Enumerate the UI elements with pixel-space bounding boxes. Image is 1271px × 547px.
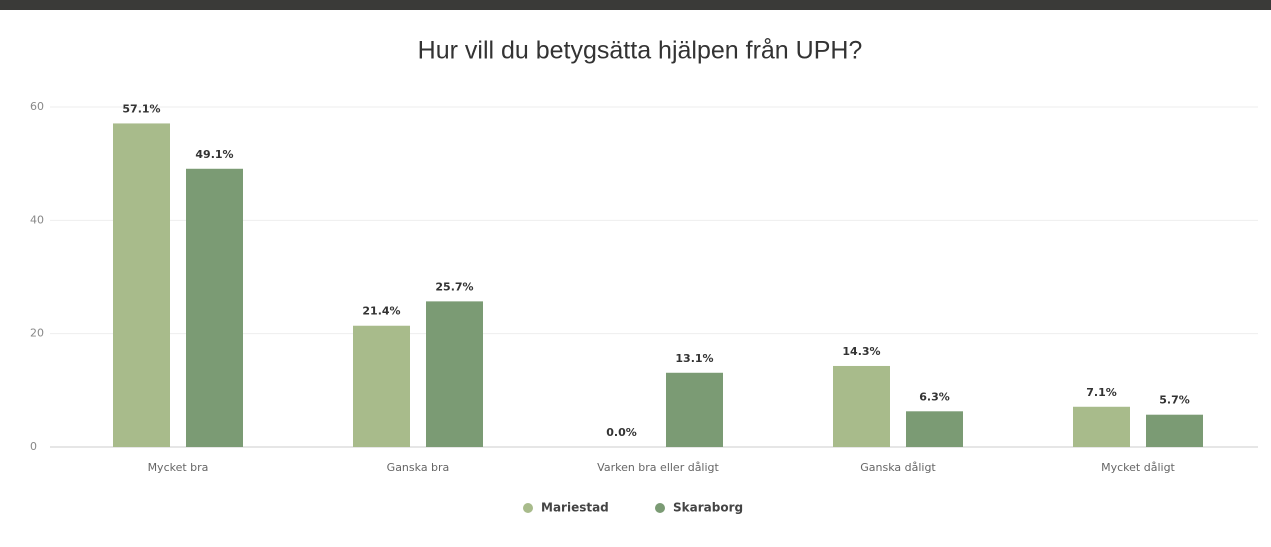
value-label: 6.3% bbox=[919, 390, 950, 403]
chart: Hur vill du betygsätta hjälpen från UPH?… bbox=[0, 0, 1271, 547]
bar bbox=[186, 169, 243, 447]
value-label: 5.7% bbox=[1159, 394, 1190, 407]
y-tick-label: 0 bbox=[30, 440, 37, 453]
legend-marker bbox=[655, 503, 665, 513]
x-tick-label: Ganska bra bbox=[387, 461, 450, 474]
bar bbox=[1073, 407, 1130, 447]
bar bbox=[833, 366, 890, 447]
y-tick-label: 20 bbox=[30, 327, 44, 340]
bar bbox=[426, 301, 483, 447]
x-tick-label: Ganska dåligt bbox=[860, 461, 936, 474]
chart-title: Hur vill du betygsätta hjälpen från UPH? bbox=[418, 37, 863, 65]
x-tick-label: Mycket dåligt bbox=[1101, 461, 1175, 474]
x-tick-label: Mycket bra bbox=[148, 461, 209, 474]
bar bbox=[113, 123, 170, 447]
legend-marker bbox=[523, 503, 533, 513]
y-tick-label: 60 bbox=[30, 100, 44, 113]
value-label: 13.1% bbox=[675, 352, 713, 365]
legend-label: Skaraborg bbox=[673, 501, 743, 515]
bar bbox=[666, 373, 723, 447]
value-label: 25.7% bbox=[435, 280, 473, 293]
value-label: 7.1% bbox=[1086, 386, 1117, 399]
legend-label: Mariestad bbox=[541, 501, 609, 515]
y-tick-label: 40 bbox=[30, 213, 44, 226]
value-label: 14.3% bbox=[842, 345, 880, 358]
bar bbox=[906, 411, 963, 447]
value-label: 21.4% bbox=[362, 305, 400, 318]
value-label: 57.1% bbox=[122, 102, 160, 115]
x-tick-label: Varken bra eller dåligt bbox=[597, 461, 719, 474]
value-label: 49.1% bbox=[195, 148, 233, 161]
bar bbox=[353, 326, 410, 447]
bar bbox=[1146, 415, 1203, 447]
value-label: 0.0% bbox=[606, 426, 637, 439]
